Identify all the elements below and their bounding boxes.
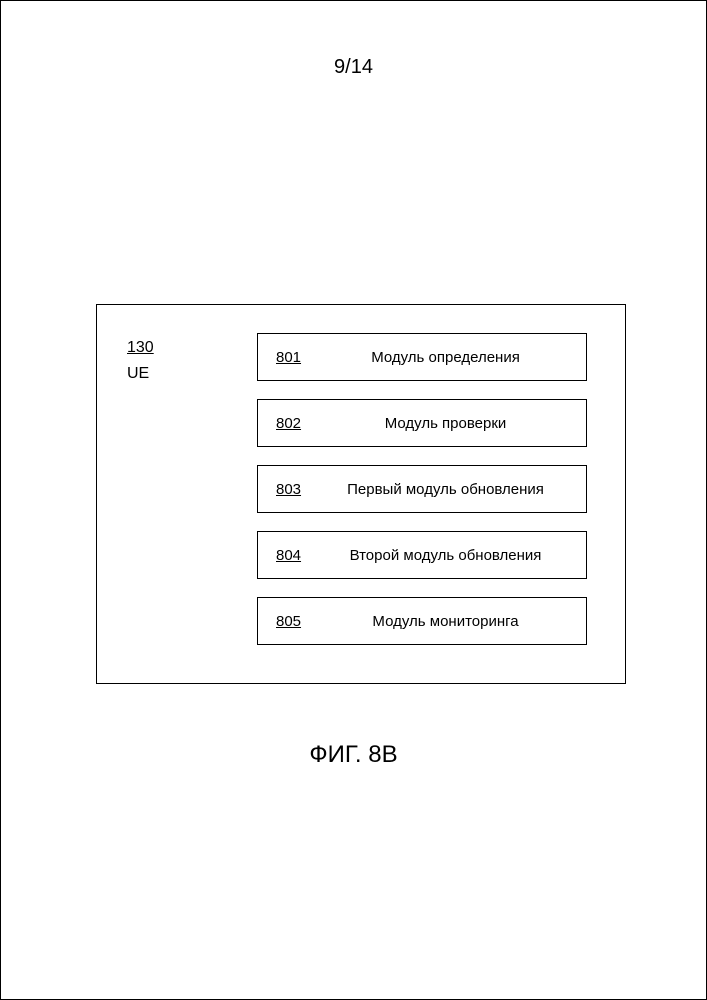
module-number: 804 bbox=[276, 547, 301, 564]
ue-block: 130 UE 801 Модуль определения 802 Модуль… bbox=[96, 304, 626, 684]
module-row: 802 Модуль проверки bbox=[257, 399, 587, 447]
ue-label-column: 130 UE bbox=[127, 335, 154, 386]
ue-ref-number: 130 bbox=[127, 335, 154, 361]
module-label: Второй модуль обновления bbox=[323, 547, 568, 564]
page: 9/14 130 UE 801 Модуль определения 802 М… bbox=[0, 0, 707, 1000]
module-label: Модуль проверки bbox=[323, 415, 568, 432]
module-row: 804 Второй модуль обновления bbox=[257, 531, 587, 579]
page-number: 9/14 bbox=[1, 56, 706, 79]
module-number: 803 bbox=[276, 481, 301, 498]
module-row: 801 Модуль определения bbox=[257, 333, 587, 381]
modules-list: 801 Модуль определения 802 Модуль провер… bbox=[257, 333, 587, 645]
module-label: Модуль определения bbox=[323, 349, 568, 366]
module-number: 801 bbox=[276, 349, 301, 366]
module-number: 805 bbox=[276, 613, 301, 630]
module-row: 805 Модуль мониторинга bbox=[257, 597, 587, 645]
module-label: Первый модуль обновления bbox=[323, 481, 568, 498]
module-number: 802 bbox=[276, 415, 301, 432]
module-label: Модуль мониторинга bbox=[323, 613, 568, 630]
figure-caption: ФИГ. 8B bbox=[1, 741, 706, 769]
ue-ref-label: UE bbox=[127, 361, 154, 387]
module-row: 803 Первый модуль обновления bbox=[257, 465, 587, 513]
